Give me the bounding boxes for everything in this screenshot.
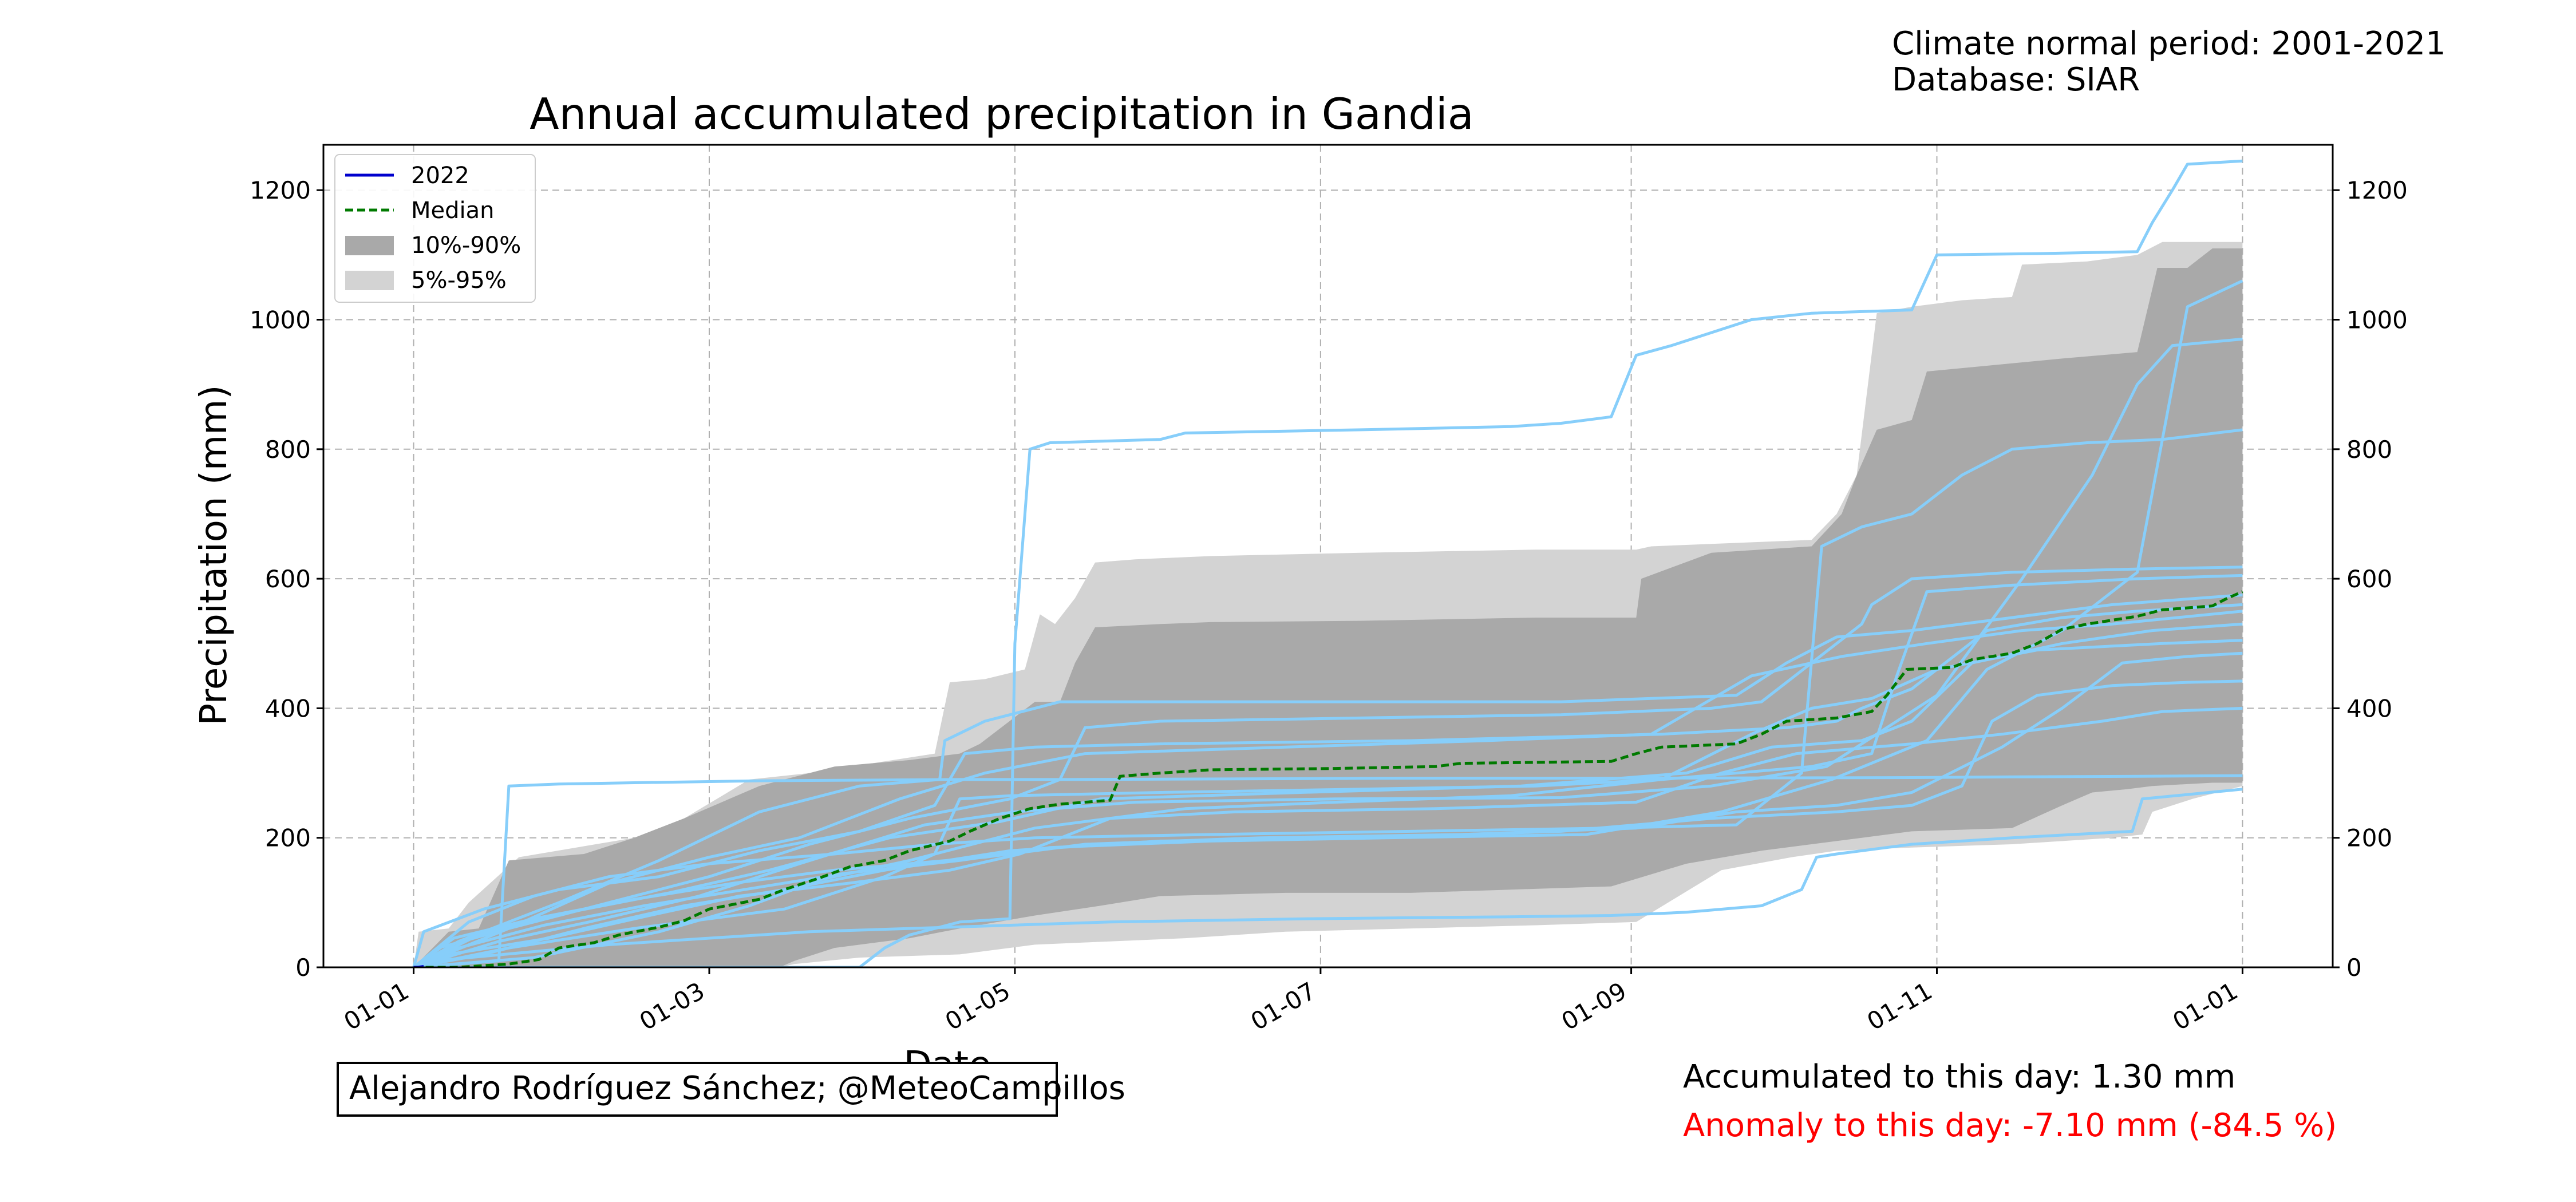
y-axis-right: 0 200 400 600 800 1000 1200: [2333, 176, 2408, 982]
y-tick-label-right-1: 200: [2346, 824, 2392, 852]
y-tick-label-right-2: 400: [2346, 694, 2392, 722]
y-tick-label-right-4: 800: [2346, 436, 2392, 464]
legend: 2022 Median 10%-90% 5%-95%: [334, 154, 536, 303]
legend-box: [334, 154, 536, 303]
past-year-line-6: [412, 603, 2243, 967]
past-year-line-10: [413, 679, 2243, 967]
y-tick-label-left-3: 600: [265, 565, 311, 593]
past-year-line-3: [413, 788, 2243, 967]
legend-label-median: Median: [411, 197, 495, 224]
past-year-line-5: [413, 566, 2243, 967]
y-tick-label-left-2: 400: [265, 694, 311, 722]
database-text: Database: SIAR: [1892, 61, 2140, 98]
y-tick-label-left-6: 1200: [250, 176, 311, 204]
past-year-line-1: [413, 774, 2243, 967]
median-line: [413, 590, 2243, 967]
past-year-line-12: [413, 706, 2243, 967]
y-tick-label-left-1: 200: [265, 824, 311, 852]
y-axis-title: Precipitation (mm): [193, 385, 235, 726]
y-axis-left: 0 200 400 600 800 1000 1200: [250, 176, 323, 982]
past-year-line-13: [413, 622, 2243, 967]
legend-label-10-90: 10%-90%: [411, 232, 521, 259]
past-year-line-4: [413, 593, 2243, 967]
climate-period-text: Climate normal period: 2001-2021: [1892, 25, 2446, 62]
y-tick-label-left-5: 1000: [250, 306, 311, 334]
y-tick-label-right-0: 0: [2346, 954, 2362, 982]
y-tick-label-right-5: 1000: [2346, 306, 2408, 334]
past-year-line-2: [413, 159, 2243, 967]
accumulated-text: Accumulated to this day: 1.30 mm: [1683, 1058, 2235, 1096]
credit-text: Alejandro Rodríguez Sánchez; @MeteoCampi…: [349, 1070, 1125, 1107]
past-year-line-14: [413, 610, 2243, 967]
chart-title: Annual accumulated precipitation in Gand…: [530, 89, 1473, 139]
past-year-line-7: [413, 574, 2243, 967]
y-tick-label-left-4: 800: [265, 436, 311, 464]
legend-label-5-95: 5%-95%: [411, 267, 507, 294]
y-tick-label-right-3: 600: [2346, 565, 2392, 593]
y-tick-label-right-6: 1200: [2346, 176, 2408, 204]
legend-label-2022: 2022: [411, 163, 469, 189]
anomaly-text: Anomaly to this day: -7.10 mm (-84.5 %): [1683, 1107, 2337, 1144]
legend-swatch-10-90: [345, 236, 394, 255]
credit-box: [337, 1062, 1058, 1117]
y-tick-label-left-0: 0: [295, 954, 311, 982]
plot-frame: [322, 144, 2334, 968]
legend-swatch-5-95: [345, 271, 394, 290]
plot-area: [412, 159, 2243, 967]
median-layer: [413, 590, 2243, 967]
